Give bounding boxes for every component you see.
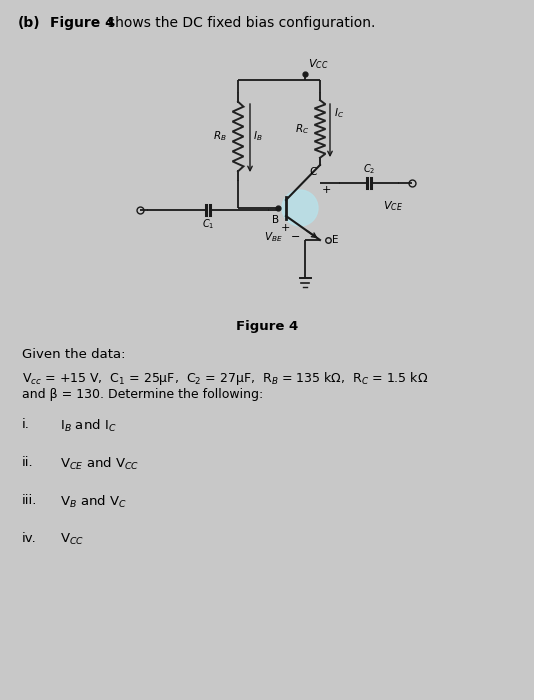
Text: $R_C$: $R_C$ — [295, 122, 309, 136]
Text: i.: i. — [22, 418, 30, 431]
Text: and β = 130. Determine the following:: and β = 130. Determine the following: — [22, 388, 263, 401]
Text: Given the data:: Given the data: — [22, 348, 125, 361]
Text: V$_{cc}$ = +15 V,  C$_1$ = 25μF,  C$_2$ = 27μF,  R$_B$ = 135 kΩ,  R$_C$ = 1.5 kΩ: V$_{cc}$ = +15 V, C$_1$ = 25μF, C$_2$ = … — [22, 370, 428, 387]
Text: $I_B$: $I_B$ — [253, 130, 263, 144]
Text: I$_B$ and I$_C$: I$_B$ and I$_C$ — [60, 418, 116, 434]
Text: Figure 4: Figure 4 — [50, 16, 115, 30]
Text: C: C — [310, 167, 317, 177]
Text: iii.: iii. — [22, 494, 37, 507]
Text: +: + — [322, 185, 332, 195]
Text: V$_B$ and V$_C$: V$_B$ and V$_C$ — [60, 494, 127, 510]
Text: V$_{CE}$ and V$_{CC}$: V$_{CE}$ and V$_{CC}$ — [60, 456, 139, 472]
Text: $R_B$: $R_B$ — [213, 130, 227, 144]
Text: shows the DC fixed bias configuration.: shows the DC fixed bias configuration. — [108, 16, 375, 30]
Text: ii.: ii. — [22, 456, 34, 469]
Text: $I_C$: $I_C$ — [334, 106, 344, 120]
Circle shape — [282, 190, 318, 226]
Text: B: B — [272, 215, 280, 225]
Text: +: + — [281, 223, 290, 233]
Text: $C_2$: $C_2$ — [363, 162, 375, 176]
Text: iv.: iv. — [22, 532, 37, 545]
Text: E: E — [332, 235, 339, 245]
Text: $V_{CC}$: $V_{CC}$ — [308, 57, 328, 71]
Text: Figure 4: Figure 4 — [236, 320, 298, 333]
Text: $C_1$: $C_1$ — [202, 217, 214, 231]
Text: (b): (b) — [18, 16, 41, 30]
Text: $V_{BE}$: $V_{BE}$ — [264, 230, 282, 244]
Text: $V_{CE}$: $V_{CE}$ — [383, 199, 403, 213]
Text: $-$: $-$ — [290, 230, 300, 240]
Text: V$_{CC}$: V$_{CC}$ — [60, 532, 84, 547]
